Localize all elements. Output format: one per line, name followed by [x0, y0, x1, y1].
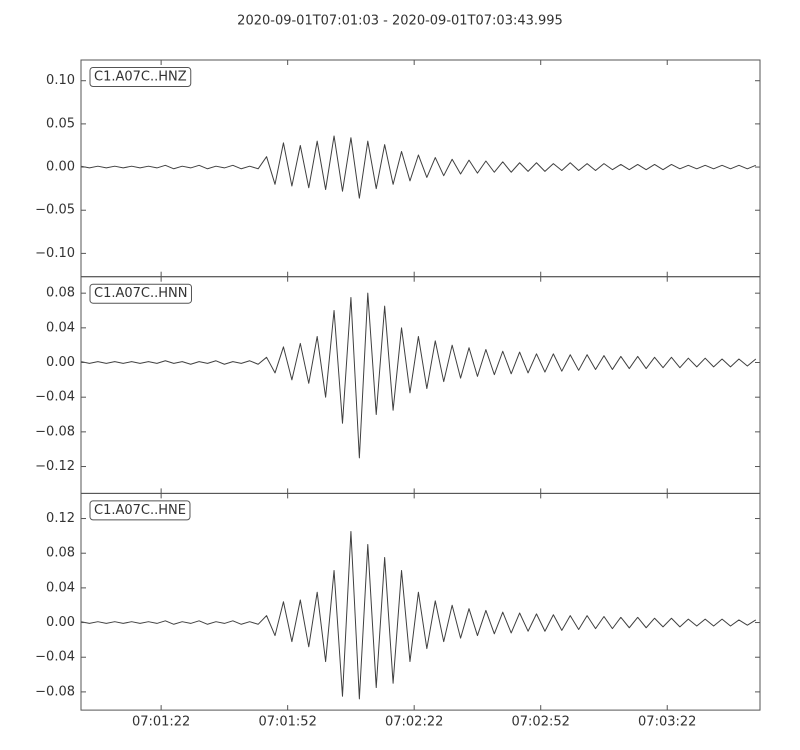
y-tick-label: −0.08 [35, 424, 75, 439]
panel [81, 292, 757, 459]
trace-label-box [89, 500, 191, 521]
y-tick-label: 0.08 [46, 546, 75, 561]
waveform [81, 292, 757, 459]
panel [81, 135, 756, 199]
x-tick-label: 07:02:52 [512, 715, 570, 730]
y-tick-label: 0.05 [46, 116, 75, 131]
trace-label-box [89, 283, 192, 304]
y-tick-label: 0.00 [46, 615, 75, 630]
y-tick-label: −0.04 [35, 650, 75, 665]
panel-frame [80, 59, 761, 278]
y-tick-label: 0.00 [46, 355, 75, 370]
panel [81, 531, 757, 700]
y-tick-label: 0.04 [46, 580, 75, 595]
y-tick-label: 0.08 [46, 286, 75, 301]
trace-label: C1.A07C..HNE [94, 503, 186, 518]
x-tick-label: 07:03:22 [638, 715, 696, 730]
y-tick-label: −0.10 [35, 246, 75, 261]
y-tick-label: −0.08 [35, 684, 75, 699]
x-tick-label: 07:01:22 [132, 715, 190, 730]
y-tick-label: 0.04 [46, 320, 75, 335]
trace-label: C1.A07C..HNZ [94, 70, 187, 85]
trace-label-box [89, 67, 192, 87]
y-tick-label: 0.00 [46, 160, 75, 175]
y-tick-label: −0.12 [35, 459, 75, 474]
trace-label: C1.A07C..HNN [94, 286, 187, 301]
x-tick-label: 07:02:22 [385, 715, 443, 730]
y-tick-label: −0.04 [35, 390, 75, 405]
y-tick-label: 0.12 [46, 511, 75, 526]
panel-frame [80, 276, 761, 494]
y-tick-label: −0.05 [35, 203, 75, 218]
waveform [81, 135, 756, 199]
x-tick-label: 07:01:52 [258, 715, 316, 730]
y-tick-label: 0.10 [46, 73, 75, 88]
chart-title: 2020-09-01T07:01:03 - 2020-09-01T07:03:4… [237, 14, 563, 29]
waveform [81, 531, 757, 700]
panel-frame [80, 492, 761, 711]
